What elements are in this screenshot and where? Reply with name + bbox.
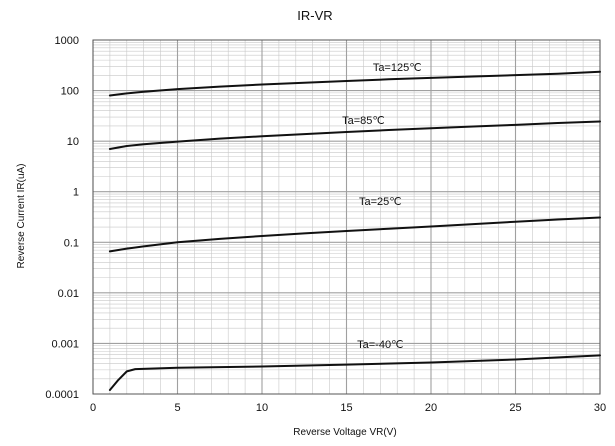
series-label-3: Ta=-40℃: [357, 339, 403, 351]
y-axis-label: Reverse Current IR(uA): [16, 163, 27, 268]
series-labels: Ta=125℃ Ta=85℃ Ta=25℃ Ta=-40℃: [342, 62, 421, 351]
series-line-0: [108, 70, 601, 97]
y-tick-label: 1000: [55, 35, 79, 47]
x-tick-label: 25: [509, 402, 521, 414]
x-tick-label: 30: [594, 402, 606, 414]
tick-labels: 0 5 10 15 20 25 30 0.0001 0.001 0.01 0.1 1 10 100 1000: [45, 35, 606, 414]
series-lines: [108, 70, 601, 391]
grid: [92, 39, 601, 395]
y-tick-label: 100: [61, 86, 79, 98]
x-tick-label: 10: [256, 402, 268, 414]
series-line-2: [108, 216, 601, 253]
y-tick-label: 0.01: [58, 288, 79, 300]
series-line-1: [108, 120, 601, 150]
x-tick-label: 20: [425, 402, 437, 414]
y-tick-label: 0.0001: [45, 389, 79, 401]
y-tick-label: 0.1: [64, 237, 79, 249]
series-line-3: [108, 354, 601, 391]
x-axis-label: Reverse Voltage VR(V): [293, 427, 396, 438]
y-tick-label: 0.001: [51, 338, 79, 350]
x-tick-label: 5: [174, 402, 180, 414]
series-label-0: Ta=125℃: [373, 62, 422, 74]
chart-title: IR-VR: [297, 8, 332, 23]
y-tick-label: 1: [73, 187, 79, 199]
series-label-1: Ta=85℃: [342, 115, 385, 127]
x-tick-label: 0: [90, 402, 96, 414]
series-label-2: Ta=25℃: [359, 196, 402, 208]
y-tick-label: 10: [67, 136, 79, 148]
x-tick-label: 15: [340, 402, 352, 414]
